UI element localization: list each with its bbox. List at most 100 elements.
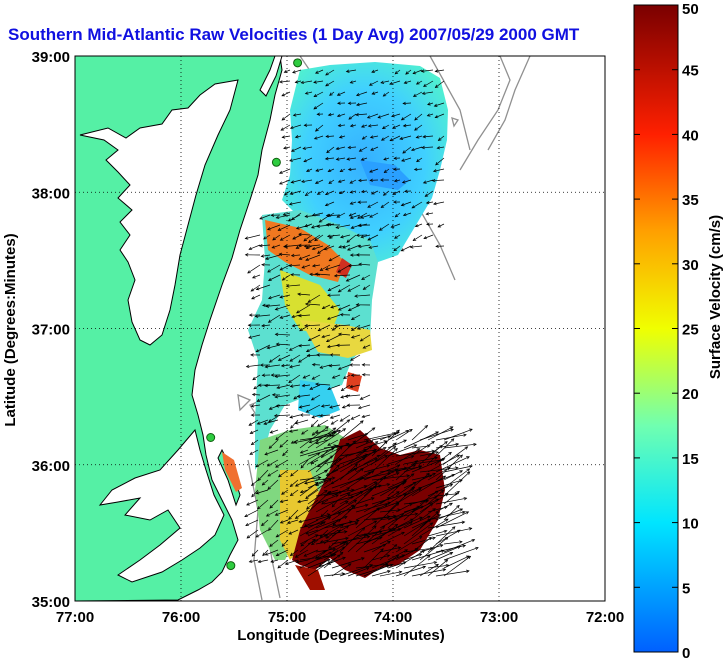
vector-arrow (307, 490, 328, 505)
vector-arrow-head (313, 106, 318, 110)
vector-arrow-head (342, 541, 347, 545)
colorbar-tick-label: 40 (682, 127, 699, 144)
vector-arrow-head (378, 530, 383, 534)
vector-arrow-head (350, 373, 355, 377)
vector-arrow (395, 516, 423, 529)
vector-arrow (255, 314, 271, 317)
vector-arrow (363, 344, 371, 349)
lat-tick-label: 38:00 (32, 185, 70, 202)
vector-arrow-head (358, 178, 362, 183)
vector-arrow-head (298, 232, 302, 237)
station-marker (206, 433, 216, 442)
vector-arrow (393, 245, 401, 251)
vector-arrow (296, 559, 309, 563)
vector-arrow-head (455, 442, 460, 447)
lon-tick-label: 75:00 (268, 609, 306, 626)
vector-arrow (287, 519, 299, 524)
vector-arrow-head (268, 445, 273, 449)
vector-arrow-head (344, 515, 348, 520)
vector-arrow (371, 69, 379, 73)
vector-arrow-head (394, 235, 398, 239)
vector-arrow-head (295, 245, 300, 249)
vector-arrow-head (257, 383, 262, 387)
lon-tick-label: 77:00 (56, 609, 94, 626)
vector-arrow (371, 524, 398, 545)
vector-arrow (306, 499, 319, 510)
vector-arrow-head (377, 115, 382, 119)
vector-arrow (323, 496, 354, 505)
vector-arrow (307, 470, 328, 481)
vector-arrow (351, 324, 361, 331)
vector-arrow-head (327, 561, 332, 565)
vector-arrow-head (337, 269, 342, 273)
vector-arrow-head (343, 375, 347, 379)
vector-arrow-head (382, 93, 387, 97)
vector-arrow (313, 91, 324, 97)
vector-arrow (419, 490, 439, 505)
vector-arrow-head (382, 192, 387, 196)
vector-arrow-head (264, 452, 268, 456)
vector-arrow (269, 539, 279, 547)
vector-arrow (346, 274, 361, 282)
vector-arrow-head (371, 69, 375, 73)
vector-arrow-head (305, 531, 310, 535)
vector-arrow-head (423, 499, 428, 503)
vector-arrow (347, 468, 364, 481)
vector-arrow-head (282, 452, 286, 457)
vector-arrow (395, 464, 416, 473)
vector-arrow (323, 524, 344, 537)
vector-arrow (354, 294, 371, 297)
vector-arrow (410, 245, 423, 248)
vector-arrow-head (305, 257, 309, 262)
station-marker (226, 561, 236, 571)
vector-arrow-head (311, 432, 316, 436)
blue-patch (360, 160, 410, 190)
vector-arrow-head (337, 366, 342, 371)
vector-arrow-head (414, 548, 419, 552)
vector-arrow-head (370, 470, 375, 474)
vector-arrow (313, 80, 324, 83)
vector-arrow-head (310, 460, 314, 464)
vector-arrow-head (280, 364, 285, 368)
vector-arrow-head (350, 327, 355, 331)
vector-arrow-head (261, 522, 265, 527)
station-markers (206, 58, 303, 571)
vector-arrow-head (266, 463, 271, 467)
vector-arrow-head (259, 216, 263, 220)
vector-arrow-head (344, 394, 349, 398)
vector-arrow (414, 124, 423, 131)
vector-arrow-head (361, 527, 366, 531)
vector-arrow (303, 549, 319, 557)
vector-arrow-head (316, 224, 320, 228)
vector-arrow-head (325, 83, 329, 87)
vector-arrow (415, 223, 423, 227)
vector-arrow-head (274, 332, 279, 337)
vector-arrow (246, 364, 261, 368)
vector-arrow-head (459, 454, 463, 459)
vector-arrow-head (394, 468, 399, 472)
lat-tick-labels: 39:00 38:00 37:00 36:00 35:00 (32, 49, 70, 611)
vector-arrow (395, 550, 425, 569)
vector-arrow-head (350, 357, 354, 361)
vector-arrow-head (396, 491, 400, 495)
vector-arrow (306, 344, 321, 352)
vector-arrow (315, 494, 339, 505)
vector-arrow (307, 554, 341, 577)
vector-arrow-head (459, 470, 463, 474)
vector-arrow-head (387, 570, 391, 574)
vector-arrow-head (339, 313, 344, 317)
vector-arrow (290, 479, 299, 487)
vector-arrow-head (363, 455, 367, 459)
vector-arrow-head (271, 245, 276, 249)
vector-arrow-head (309, 272, 313, 277)
vector-arrow-head (359, 396, 364, 400)
vector-arrow-head (355, 113, 359, 117)
vector-arrow-head (304, 91, 309, 95)
vector-arrow-head (329, 235, 333, 239)
vector-arrow (367, 113, 379, 119)
vector-arrow (355, 440, 373, 449)
vector-arrow (299, 452, 320, 465)
vector-arrow-head (349, 253, 354, 257)
vector-arrow-head (324, 470, 329, 474)
vector-arrow (305, 529, 319, 535)
